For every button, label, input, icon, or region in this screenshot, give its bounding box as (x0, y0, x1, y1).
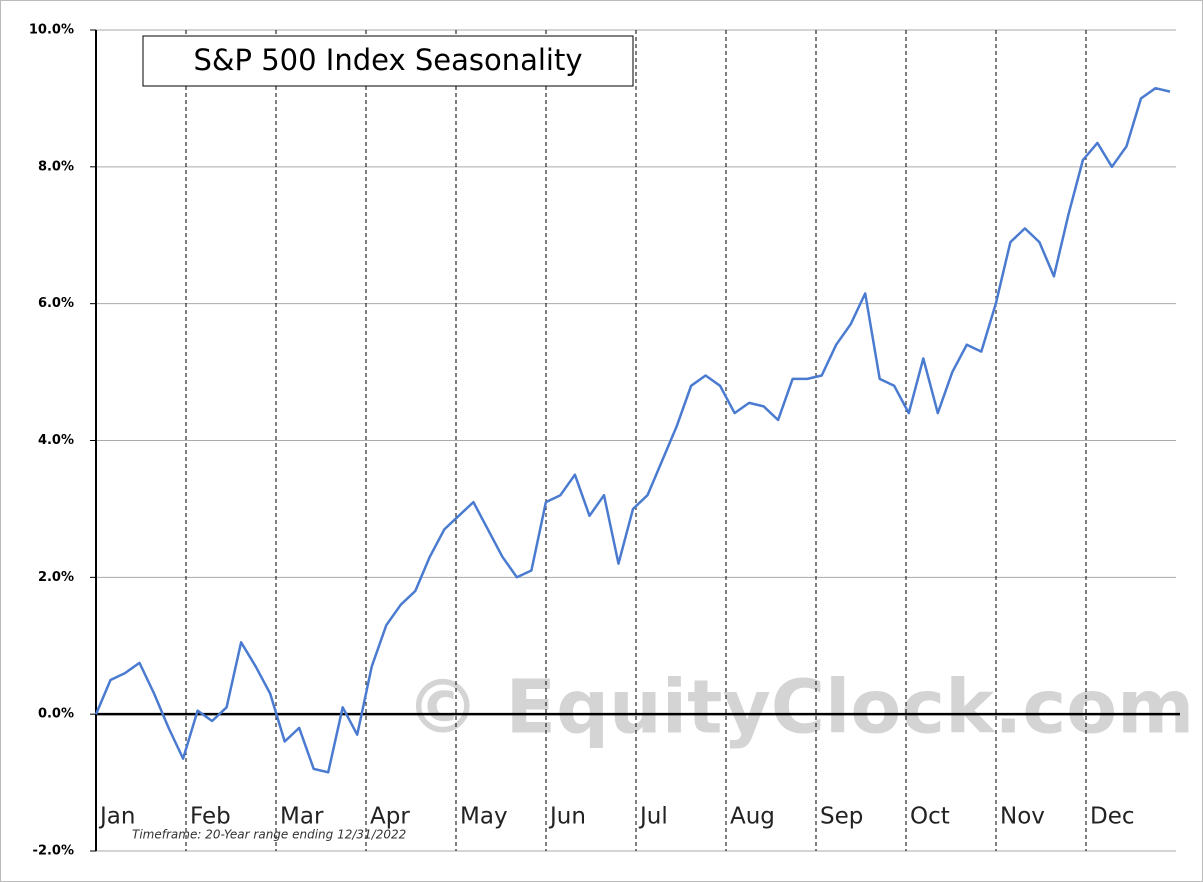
y-tick-label: 4.0% (38, 433, 74, 448)
y-tick-label: 8.0% (38, 159, 74, 174)
note: Timeframe: 20-Year range ending 12/31/20… (132, 828, 406, 842)
x-tick-label: Dec (1090, 804, 1135, 830)
x-tick-label: Jul (638, 804, 668, 830)
x-tick-label: Aug (730, 804, 775, 830)
x-tick-label: Apr (370, 804, 410, 830)
x-tick-label: May (460, 804, 508, 830)
series-line (94, 86, 1171, 774)
chart-title: S&P 500 Index Seasonality (193, 43, 582, 77)
x-tick-label: Oct (910, 804, 950, 830)
x-tick-label: Mar (280, 804, 324, 830)
title-box (142, 35, 634, 87)
y-tick-label: 6.0% (38, 296, 74, 311)
x-tick-label: Feb (190, 804, 231, 830)
watermark: © EquityClock.com (406, 665, 1194, 751)
x-tick-label: Sep (820, 804, 863, 830)
y-tick-label: 10.0% (29, 23, 74, 38)
y-tick-label: -2.0% (33, 844, 74, 859)
x-tick-label: Nov (1000, 804, 1045, 830)
x-tick-label: Jan (98, 804, 135, 830)
y-tick-label: 0.0% (38, 707, 74, 722)
x-tick-label: Jun (548, 804, 586, 830)
y-tick-label: 2.0% (38, 570, 74, 585)
